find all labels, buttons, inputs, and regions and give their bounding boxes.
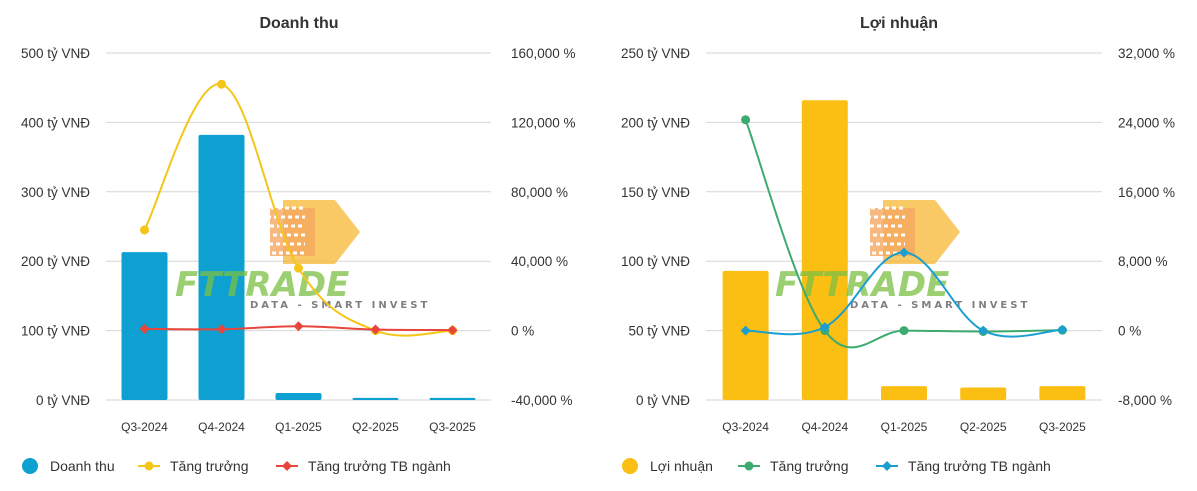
legend-swatch: [22, 458, 38, 474]
right-tick-label: 120,000 %: [511, 115, 576, 130]
legend-marker: [744, 461, 754, 471]
left-tick-label: 400 tỷ VNĐ: [21, 115, 90, 130]
bar: [198, 134, 245, 400]
chart-title: Lợi nhuận: [860, 15, 938, 32]
category-label: Q3-2024: [121, 420, 168, 434]
series-point: [370, 324, 381, 335]
left-tick-label: 50 tỷ VNĐ: [628, 324, 690, 339]
legend-label: Doanh thu: [50, 458, 115, 474]
bar: [275, 393, 322, 400]
series-point: [294, 263, 303, 273]
category-label: Q3-2025: [1039, 420, 1086, 434]
watermark-arrow-inner: [870, 208, 915, 256]
right-tick-label: 80,000 %: [511, 185, 568, 200]
watermark-subtext: DATA - SMART INVEST: [850, 300, 1030, 311]
left-tick-label: 300 tỷ VNĐ: [21, 185, 90, 200]
series-point: [293, 321, 304, 332]
legend-swatch: [622, 458, 638, 474]
category-label: Q1-2025: [275, 420, 322, 434]
category-label: Q2-2025: [960, 420, 1007, 434]
bar: [801, 100, 848, 400]
legend-marker: [882, 461, 892, 471]
legend-marker: [282, 461, 292, 471]
bar: [1039, 386, 1086, 400]
legend-label: Tăng trưởng: [770, 458, 848, 474]
left-tick-label: 150 tỷ VNĐ: [621, 185, 690, 200]
category-label: Q2-2025: [352, 420, 399, 434]
left-tick-label: 100 tỷ VNĐ: [21, 324, 90, 339]
series-point: [819, 322, 830, 333]
series-point: [139, 323, 150, 334]
left-tick-label: 0 tỷ VNĐ: [36, 393, 90, 408]
right-tick-label: 0 %: [511, 324, 534, 339]
legend-label: Tăng trưởng: [170, 458, 248, 474]
series-line: [744, 119, 1063, 349]
series-point: [1057, 324, 1068, 335]
legend-label: Lợi nhuận: [650, 458, 713, 474]
series-point: [899, 247, 909, 258]
bar: [352, 397, 399, 400]
category-label: Q4-2024: [198, 420, 245, 434]
bar: [881, 386, 927, 400]
right-tick-label: 24,000 %: [1118, 115, 1175, 130]
watermark-arrow-inner: [270, 208, 315, 256]
left-tick-label: 200 tỷ VNĐ: [21, 254, 90, 269]
chart-title: Doanh thu: [259, 15, 338, 32]
series-point: [216, 324, 227, 335]
right-tick-label: 0 %: [1118, 324, 1141, 339]
series-point: [978, 325, 989, 336]
right-tick-label: 8,000 %: [1118, 254, 1168, 269]
series-point: [740, 325, 751, 336]
series-line: [143, 83, 453, 337]
legend-marker: [144, 461, 154, 471]
left-tick-label: 200 tỷ VNĐ: [621, 115, 690, 130]
right-tick-label: -40,000 %: [511, 393, 573, 408]
series-point: [899, 326, 909, 336]
series-point: [741, 115, 751, 125]
right-tick-label: 32,000 %: [1118, 46, 1175, 61]
category-label: Q1-2025: [881, 420, 928, 434]
right-tick-label: 160,000 %: [511, 46, 576, 61]
left-tick-label: 0 tỷ VNĐ: [636, 393, 690, 408]
left-tick-label: 100 tỷ VNĐ: [621, 254, 690, 269]
legend-label: Tăng trưởng TB ngành: [308, 458, 451, 474]
right-tick-label: 40,000 %: [511, 254, 568, 269]
right-tick-label: -8,000 %: [1118, 393, 1172, 408]
category-label: Q3-2025: [429, 420, 476, 434]
series-point: [140, 225, 149, 235]
bar: [960, 387, 1007, 400]
chart-1: Doanh thu 0 tỷ VNĐ -40,000 % 100 tỷ VNĐ 0 % 2…: [21, 15, 576, 474]
right-tick-label: 16,000 %: [1118, 185, 1175, 200]
series-point: [217, 79, 226, 89]
category-label: Q3-2024: [722, 420, 769, 434]
legend-label: Tăng trưởng TB ngành: [908, 458, 1051, 474]
category-label: Q4-2024: [801, 420, 848, 434]
left-tick-label: 500 tỷ VNĐ: [21, 46, 90, 61]
left-tick-label: 250 tỷ VNĐ: [621, 46, 690, 61]
series-point: [447, 325, 458, 336]
watermark-text: FTTRADE: [775, 265, 949, 305]
bar: [429, 397, 476, 400]
chart-2: Lợi nhuận 0 tỷ VNĐ -8,000 % 50 tỷ VNĐ 0 % 100…: [621, 15, 1175, 474]
watermark-subtext: DATA - SMART INVEST: [250, 300, 430, 311]
